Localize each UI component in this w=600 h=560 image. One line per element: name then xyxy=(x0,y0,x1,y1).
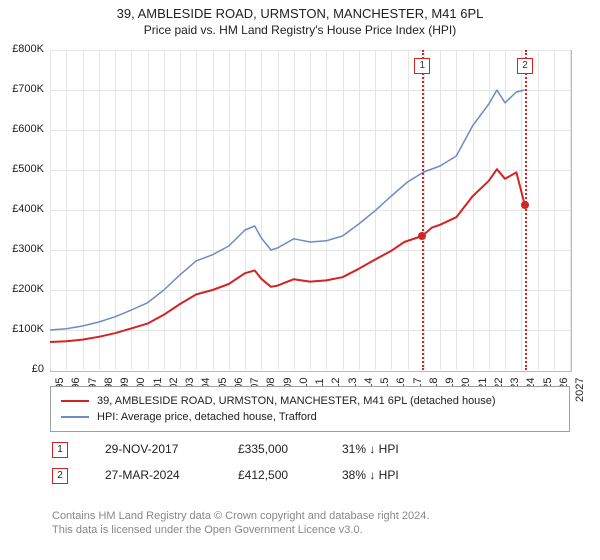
footer-text: This data is licensed under the Open Gov… xyxy=(52,524,363,536)
sale-row-marker: 2 xyxy=(52,468,68,484)
sale-marker-line xyxy=(422,50,424,370)
series-property xyxy=(50,169,525,342)
legend-swatch xyxy=(61,416,89,418)
sale-marker-line xyxy=(525,50,527,370)
sale-marker-box: 1 xyxy=(414,58,430,74)
sale-row: 1 29-NOV-2017 £335,000 31% ↓ HPI xyxy=(52,442,572,458)
sale-date: 27-MAR-2024 xyxy=(105,468,180,482)
sale-marker-dot xyxy=(521,201,529,209)
series-hpi xyxy=(50,90,525,330)
legend-swatch xyxy=(61,400,89,402)
sale-price: £412,500 xyxy=(238,468,288,482)
legend-label: 39, AMBLESIDE ROAD, URMSTON, MANCHESTER,… xyxy=(97,395,496,407)
sale-marker-box: 2 xyxy=(517,58,533,74)
sale-row-marker: 1 xyxy=(52,442,68,458)
sale-delta: 38% ↓ HPI xyxy=(342,468,399,482)
sale-price: £335,000 xyxy=(238,442,288,456)
sale-date: 29-NOV-2017 xyxy=(105,442,178,456)
legend-item: 39, AMBLESIDE ROAD, URMSTON, MANCHESTER,… xyxy=(61,393,559,409)
chart-legend: 39, AMBLESIDE ROAD, URMSTON, MANCHESTER,… xyxy=(50,386,570,432)
sale-row: 2 27-MAR-2024 £412,500 38% ↓ HPI xyxy=(52,468,572,484)
footer-text: Contains HM Land Registry data © Crown c… xyxy=(52,510,429,522)
sale-delta: 31% ↓ HPI xyxy=(342,442,399,456)
legend-item: HPI: Average price, detached house, Traf… xyxy=(61,409,559,425)
legend-label: HPI: Average price, detached house, Traf… xyxy=(97,411,317,423)
sale-marker-dot xyxy=(418,232,426,240)
